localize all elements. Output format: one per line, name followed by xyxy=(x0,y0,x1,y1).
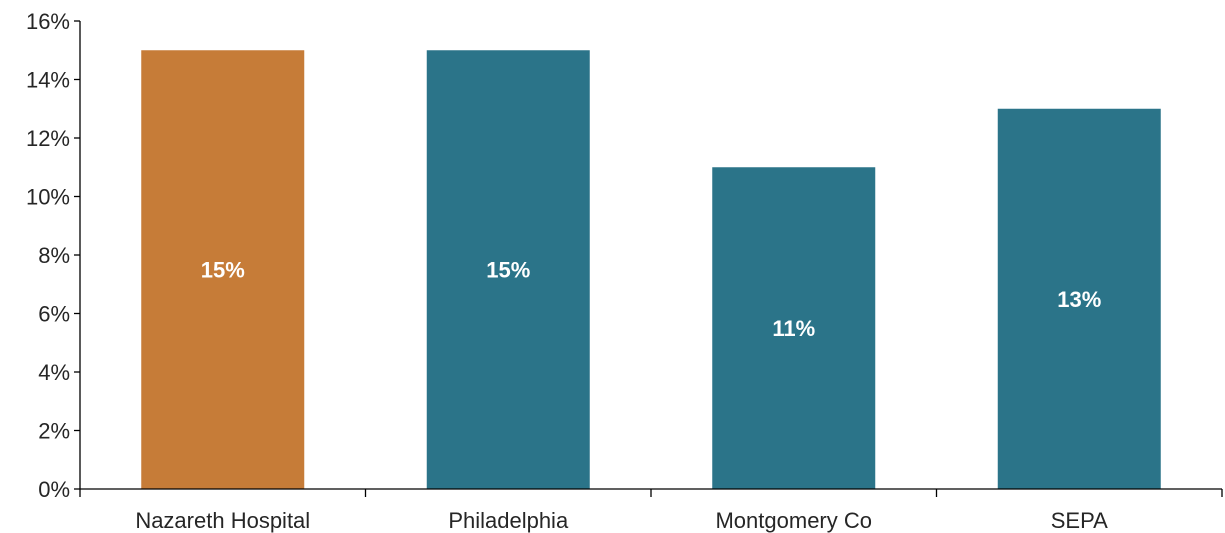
y-tick-label: 14% xyxy=(26,68,70,93)
data-labels-group: 15% 15% 11% 13% xyxy=(201,258,1102,342)
x-axis: Nazareth Hospital Philadelphia Montgomery … xyxy=(79,488,1223,533)
bar-montgomery-co xyxy=(712,167,876,489)
data-label: 15% xyxy=(486,258,530,283)
y-tick-label: 6% xyxy=(38,302,70,327)
data-label: 11% xyxy=(772,316,815,341)
y-tick-label: 4% xyxy=(38,360,70,385)
x-category-label: Nazareth Hospital xyxy=(135,508,310,533)
y-tick-label: 2% xyxy=(38,419,70,444)
x-category-label: Montgomery Co xyxy=(715,508,872,533)
data-label: 13% xyxy=(1057,287,1101,312)
bar-sepa xyxy=(997,108,1161,489)
y-tick-label: 10% xyxy=(26,185,70,210)
y-tick-label: 0% xyxy=(38,477,70,502)
x-category-label: SEPA xyxy=(1051,508,1108,533)
x-category-label: Philadelphia xyxy=(448,508,569,533)
bar-nazareth-hospital xyxy=(141,50,305,489)
data-label: 15% xyxy=(201,258,245,283)
y-tick-label: 8% xyxy=(38,243,70,268)
y-tick-label: 12% xyxy=(26,126,70,151)
y-axis: 0% 2% 4% 6% 8% 10% 12% 14% 16% xyxy=(26,9,81,502)
y-tick-label: 16% xyxy=(26,9,70,34)
bars-group xyxy=(141,50,1161,489)
bar-philadelphia xyxy=(426,50,590,489)
